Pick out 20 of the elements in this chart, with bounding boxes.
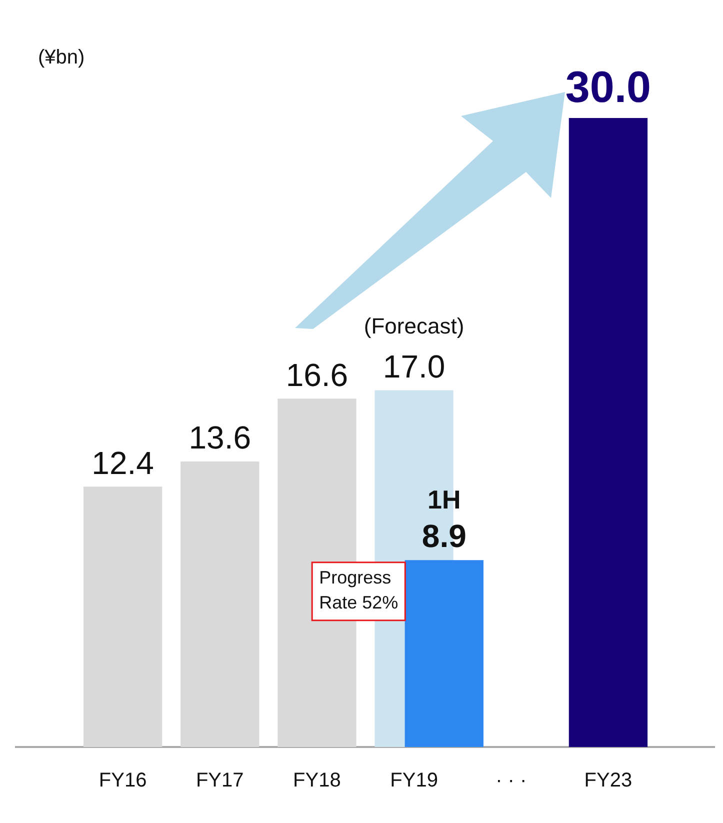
data-label: 13.6 — [188, 420, 252, 456]
bar — [568, 118, 648, 747]
x-tick-label: FY18 — [293, 770, 341, 792]
x-tick-label: FY23 — [584, 770, 632, 792]
y-axis-title: (¥bn) — [38, 46, 85, 69]
bar — [83, 486, 162, 747]
data-label: 12.4 — [92, 444, 154, 481]
x-tick-label: FY17 — [196, 770, 244, 792]
x-tick-label: FY16 — [98, 770, 147, 792]
data-label: 17.0 — [382, 348, 446, 384]
data-label: 8.9 — [422, 518, 466, 554]
annotation: Progress Rate 52% — [319, 567, 398, 612]
bar — [180, 462, 260, 747]
data-label: 16.6 — [286, 356, 348, 393]
series-label: 1H — [428, 484, 461, 515]
x-tick-label: FY19 — [390, 770, 438, 792]
data-label: 30.0 — [565, 63, 652, 112]
x-tick-label: · · · — [496, 770, 527, 792]
annotation: (Forecast) — [364, 314, 464, 339]
bar — [404, 560, 484, 747]
